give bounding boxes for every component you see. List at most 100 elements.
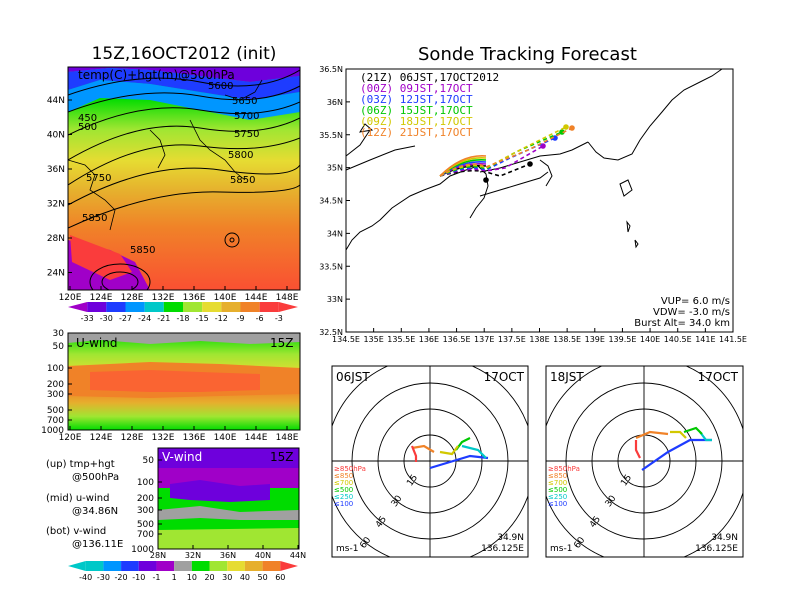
colorbar-label: -20 xyxy=(115,573,128,582)
tracking-map xyxy=(345,68,733,332)
colorbar-label: -6 xyxy=(256,314,264,323)
colorbar-label: -27 xyxy=(119,314,132,323)
lon-tick-label: 140.5E xyxy=(664,335,692,344)
contour-label: 5850 xyxy=(230,175,255,186)
contour-label: 5750 xyxy=(234,129,259,140)
lon-tick-label: 135E xyxy=(363,335,383,344)
lon-tick-label: 136.5E xyxy=(443,335,471,344)
colorbar-label: 10 xyxy=(187,573,197,582)
landing-point xyxy=(569,125,575,131)
lon-tick-label: 137.5E xyxy=(498,335,526,344)
pressure-level-key: ≤700 xyxy=(334,479,353,487)
contour-label: 5700 xyxy=(234,111,259,122)
launch-entry: (09Z) 18JST,17OCT xyxy=(360,115,473,128)
lon-tick-label: 140E xyxy=(214,293,237,303)
lat-tick-label: 32.5N xyxy=(319,328,343,337)
colorbar-label: 40 xyxy=(240,573,250,582)
lon-tick-label: 136E xyxy=(183,293,206,303)
pressure-tick-label: 700 xyxy=(137,530,154,540)
lon-tick-label: 124E xyxy=(90,433,113,443)
landing-point xyxy=(563,124,569,130)
colorbar-swatch xyxy=(144,302,164,312)
colorbar-swatch xyxy=(68,561,86,571)
pressure-level-key: ≤250 xyxy=(334,493,353,501)
lon-tick-label: 136E xyxy=(419,335,439,344)
lat-tick-label: 36N xyxy=(327,98,343,107)
wind-colorbar: -40 -30 -20 -10 -1 1 10 20 30 40 50 60 xyxy=(68,561,298,582)
lon-tick-label: 141.5E xyxy=(719,335,747,344)
pressure-tick-label: 200 xyxy=(137,494,154,504)
lon-tick-label: 132E xyxy=(152,293,175,303)
height-contours xyxy=(68,69,300,290)
colorbar-label: -40 xyxy=(79,573,92,582)
colorbar-swatch xyxy=(87,302,107,312)
colorbar-swatch xyxy=(244,561,263,571)
lon-tick-label: 120E xyxy=(59,293,82,303)
lon-tick-label: 140E xyxy=(640,335,660,344)
launch-entry: (03Z) 12JST,17OCT xyxy=(360,93,473,106)
colorbar-swatch xyxy=(183,302,203,312)
contour-label: 5850 xyxy=(82,213,107,224)
lon-tick-label: 140E xyxy=(214,433,237,443)
pressure-tick-label: 300 xyxy=(47,390,64,400)
colorbar-label: -30 xyxy=(100,314,113,323)
colorbar-swatch xyxy=(202,302,222,312)
hodo-lon: 136.125E xyxy=(695,544,738,554)
legend-mid: (mid) u-wind @34.86N xyxy=(46,493,119,517)
lat-tick-label: 40N xyxy=(255,551,271,560)
pressure-tick-label: 500 xyxy=(47,406,64,416)
pressure-tick-label: 200 xyxy=(47,380,64,390)
pressure-tick-label: 50 xyxy=(143,456,155,466)
pressure-tick-label: 1000 xyxy=(131,545,154,555)
launch-entry: (21Z) 06JST,17OCT2012 xyxy=(360,71,500,84)
lon-tick-label: 135.5E xyxy=(387,335,415,344)
colorbar-label: -33 xyxy=(81,314,94,323)
colorbar-swatch xyxy=(262,561,281,571)
landing-point xyxy=(552,135,558,141)
colorbar-swatch xyxy=(259,302,279,312)
colorbar-swatch xyxy=(174,561,192,571)
pressure-level-key: ≤100 xyxy=(548,500,567,508)
colorbar-label: 50 xyxy=(258,573,268,582)
contour-label: 5850 xyxy=(130,245,155,256)
pressure-level-key: ≤850 xyxy=(548,472,567,480)
pressure-tick-label: 30 xyxy=(53,329,65,339)
launch-site-marker xyxy=(483,177,489,183)
colorbar-swatch xyxy=(156,561,175,571)
colorbar-label: -1 xyxy=(152,573,160,582)
colorbar-label: -10 xyxy=(132,573,145,582)
lat-tick-label: 44N xyxy=(290,551,306,560)
colorbar-swatch xyxy=(227,561,245,571)
lat-tick-label: 33.5N xyxy=(319,262,343,271)
lat-tick-label: 24N xyxy=(47,269,65,279)
pressure-level-key: ≤500 xyxy=(548,486,567,494)
colorbar-label: -21 xyxy=(157,314,170,323)
hodo-unit: ms-1 xyxy=(336,544,358,554)
colorbar-swatch xyxy=(106,302,126,312)
pressure-level-key: ≤850 xyxy=(334,472,353,480)
lon-tick-label: 124E xyxy=(90,293,113,303)
pressure-level-key: ≤700 xyxy=(548,479,567,487)
contour-label: 5650 xyxy=(232,96,257,107)
colorbar-swatch xyxy=(68,302,88,312)
lat-tick-label: 36N xyxy=(220,551,236,560)
tracking-map-ticks: 36.5N 36N 35.5N 35N 34.5N 34N 33.5N 33N 32.5N134… xyxy=(319,65,747,344)
hodo-unit: ms-1 xyxy=(550,544,572,554)
colorbar-swatch xyxy=(221,302,241,312)
contour-labels: 5600 5650 5700 5750 5800 5850 5750 5850 5850 4505… xyxy=(78,81,259,256)
coastline-japan xyxy=(345,68,723,251)
lat-tick-label: 36.5N xyxy=(319,65,343,74)
lat-tick-label: 33N xyxy=(327,295,343,304)
lat-tick-label: 40N xyxy=(47,131,65,141)
uwind-time: 15Z xyxy=(270,336,294,350)
pressure-tick-label: 1000 xyxy=(41,426,64,436)
pressure-level-key: ≤100 xyxy=(334,500,353,508)
vwind-section xyxy=(158,448,299,549)
colorbar-swatch xyxy=(209,561,228,571)
colorbar-label: -15 xyxy=(196,314,209,323)
temp-map-frame xyxy=(67,66,301,291)
colorbar-swatch xyxy=(278,302,298,312)
colorbar-label: -18 xyxy=(176,314,189,323)
vwind-time: 15Z xyxy=(270,450,294,464)
